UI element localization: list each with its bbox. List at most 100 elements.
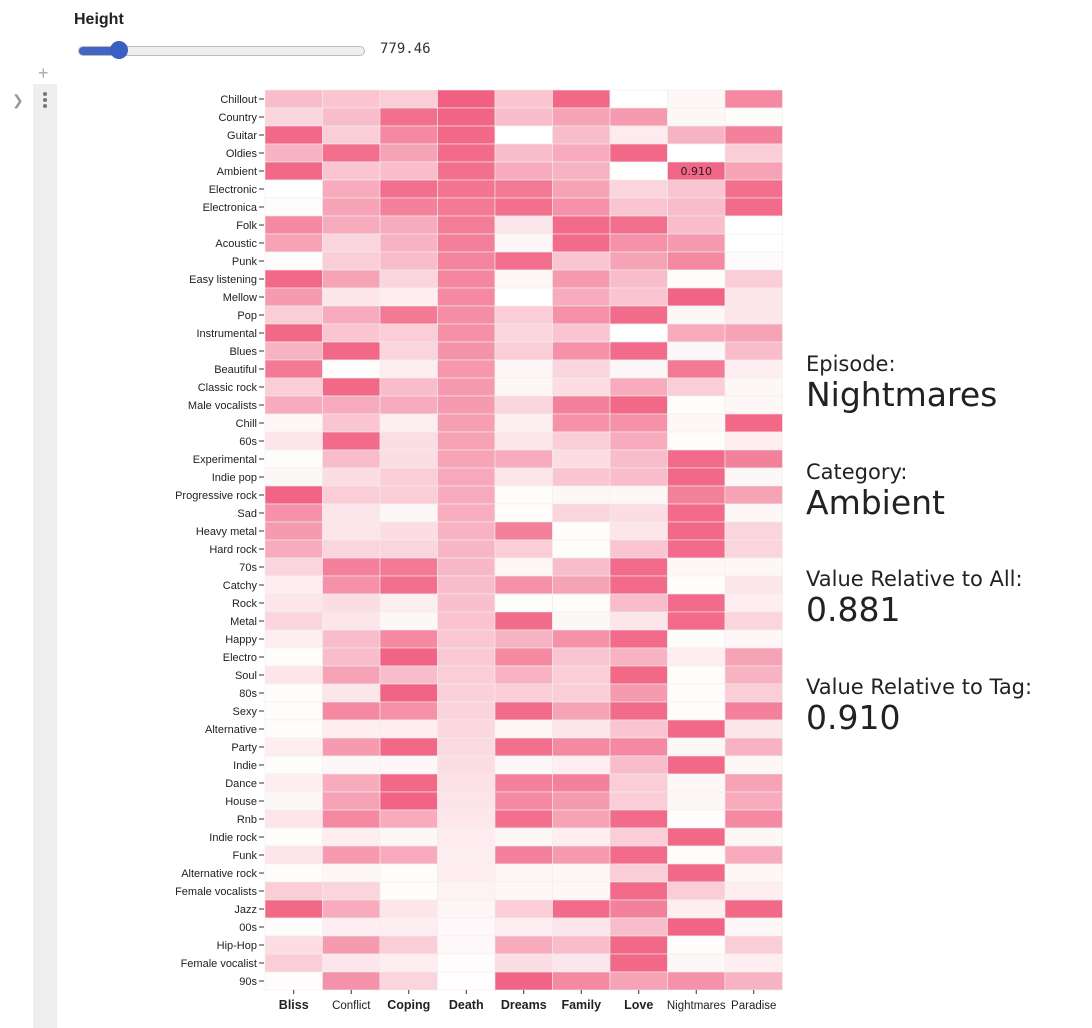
heatmap-cell[interactable] [724,377,783,397]
heatmap-cell[interactable] [322,305,381,325]
heatmap-cell[interactable] [322,233,381,253]
heatmap-cell[interactable] [609,269,668,289]
heatmap-cell[interactable] [667,737,726,757]
heatmap-cell[interactable] [494,611,553,631]
heatmap-cell[interactable] [667,773,726,793]
heatmap-cell[interactable] [322,683,381,703]
heatmap-cell[interactable] [609,161,668,181]
heatmap-cell[interactable] [437,557,496,577]
heatmap-cell[interactable] [437,269,496,289]
heatmap-cell[interactable] [379,737,438,757]
heatmap-cell[interactable] [437,89,496,109]
heatmap-cell[interactable] [724,359,783,379]
heatmap-cell[interactable] [379,701,438,721]
heatmap-cell[interactable] [494,719,553,739]
heatmap-cell[interactable] [322,179,381,199]
heatmap-cell[interactable] [379,539,438,559]
heatmap-cell[interactable] [609,755,668,775]
heatmap-cell[interactable] [437,575,496,595]
heatmap-cell[interactable] [724,863,783,883]
heatmap-cell[interactable] [494,593,553,613]
heatmap-cell[interactable] [264,431,323,451]
heatmap-cell[interactable] [609,341,668,361]
heatmap-cell[interactable] [322,449,381,469]
heatmap-cell[interactable] [552,917,611,937]
heatmap-cell[interactable] [264,611,323,631]
heatmap-cell[interactable] [379,791,438,811]
heatmap-cell[interactable] [379,143,438,163]
heatmap-cell[interactable] [494,629,553,649]
heatmap-cell[interactable] [494,791,553,811]
heatmap-cell[interactable] [264,251,323,271]
heatmap-cell[interactable] [322,827,381,847]
heatmap-cell[interactable] [437,395,496,415]
heatmap-cell[interactable] [724,737,783,757]
heatmap-cell[interactable] [322,107,381,127]
heatmap-cell[interactable] [494,863,553,883]
heatmap-cell[interactable] [552,773,611,793]
heatmap-cell[interactable] [609,413,668,433]
heatmap-cell[interactable] [437,107,496,127]
heatmap-cell[interactable] [552,323,611,343]
heatmap-cell[interactable] [379,557,438,577]
cell-gutter[interactable] [33,84,57,1028]
heatmap-cell[interactable] [437,179,496,199]
heatmap-cell[interactable] [609,647,668,667]
heatmap-cell[interactable] [379,377,438,397]
heatmap-cell[interactable] [494,539,553,559]
heatmap-cell[interactable] [552,719,611,739]
heatmap-cell[interactable] [667,917,726,937]
heatmap-cell[interactable] [494,413,553,433]
heatmap-cell[interactable] [379,845,438,865]
heatmap-cell[interactable] [552,377,611,397]
heatmap-cell[interactable] [552,341,611,361]
heatmap-cell[interactable] [609,863,668,883]
heatmap-cell[interactable] [264,557,323,577]
heatmap-cell[interactable] [437,341,496,361]
heatmap-cell[interactable] [264,503,323,523]
heatmap-cell[interactable] [379,125,438,145]
heatmap-cell[interactable] [264,845,323,865]
heatmap-cell[interactable] [379,809,438,829]
heatmap-cell[interactable] [609,953,668,973]
heatmap-cell[interactable] [437,485,496,505]
heatmap-cell[interactable] [552,791,611,811]
heatmap-cell[interactable] [494,827,553,847]
heatmap-cell[interactable] [667,593,726,613]
heatmap-cell[interactable] [379,503,438,523]
heatmap-cell[interactable] [264,791,323,811]
heatmap-cell[interactable] [264,539,323,559]
heatmap-cell[interactable] [667,233,726,253]
heatmap-cell[interactable] [437,305,496,325]
heatmap-cell[interactable] [552,413,611,433]
heatmap-cell[interactable] [379,179,438,199]
heatmap-cell[interactable] [437,899,496,919]
heatmap-cell[interactable] [667,719,726,739]
heatmap-cell[interactable] [552,503,611,523]
heatmap-cell[interactable] [552,827,611,847]
heatmap-cell[interactable] [724,557,783,577]
heatmap-cell[interactable] [724,647,783,667]
heatmap-cell[interactable] [494,683,553,703]
heatmap-cell[interactable] [379,881,438,901]
heatmap-cell[interactable] [667,791,726,811]
heatmap-cell[interactable] [379,449,438,469]
heatmap-cell[interactable] [724,287,783,307]
heatmap-cell[interactable] [494,449,553,469]
heatmap-cell[interactable] [667,521,726,541]
heatmap-cell[interactable] [264,359,323,379]
heatmap-cell[interactable] [609,629,668,649]
heatmap-cell[interactable] [667,845,726,865]
heatmap-cell[interactable] [609,827,668,847]
heatmap-cell[interactable] [552,701,611,721]
heatmap-cell[interactable] [609,485,668,505]
heatmap-cell[interactable] [264,323,323,343]
heatmap-cell[interactable] [322,125,381,145]
heatmap-cell[interactable] [437,431,496,451]
heatmap-cell[interactable] [667,197,726,217]
heatmap-cell[interactable] [379,647,438,667]
heatmap-cell[interactable] [552,467,611,487]
heatmap-cell[interactable] [437,593,496,613]
heatmap-cell[interactable] [264,665,323,685]
heatmap-cell[interactable] [437,449,496,469]
